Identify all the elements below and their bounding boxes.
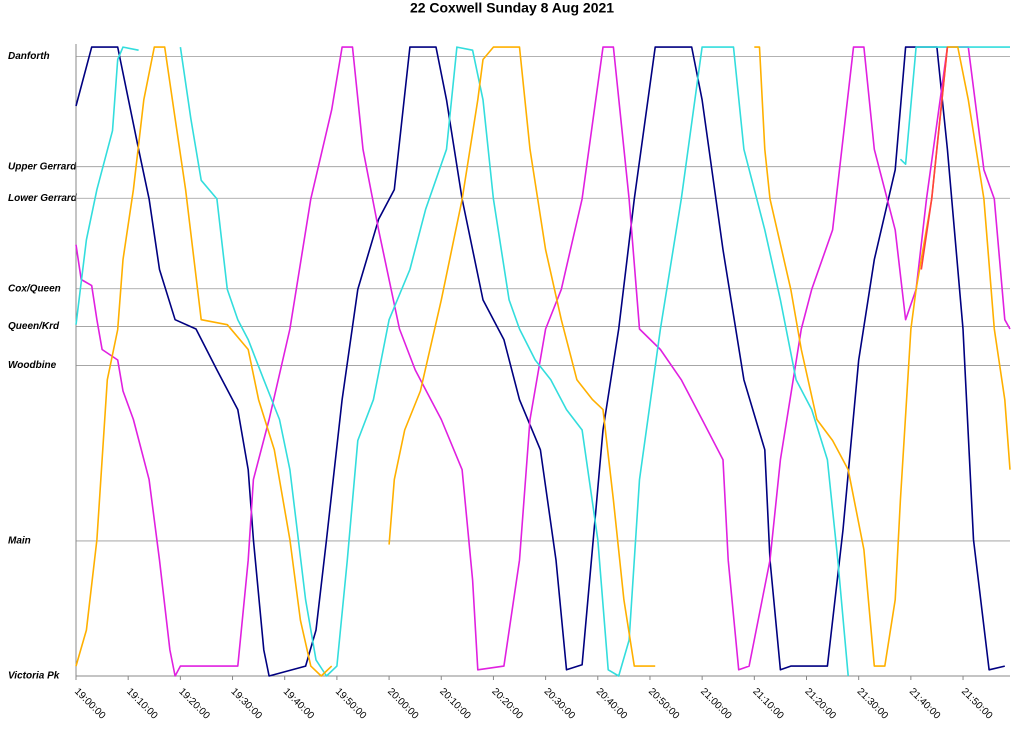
x-tick-label: 20:20:00 <box>489 686 525 722</box>
series-line <box>75 46 1011 677</box>
x-tick-label: 21:00:00 <box>698 686 734 722</box>
x-tick-label: 19:00:00 <box>72 686 108 722</box>
y-tick-label: Queen/Krd <box>8 321 60 332</box>
x-tick-label: 19:40:00 <box>281 686 317 722</box>
x-tick-label: 19:10:00 <box>124 686 160 722</box>
y-tick-label: Woodbine <box>8 360 57 371</box>
y-tick-label: Cox/Queen <box>8 283 61 294</box>
x-tick-label: 21:50:00 <box>959 686 995 722</box>
y-tick-label: Lower Gerrard <box>8 193 78 204</box>
y-tick-label: Main <box>8 536 31 547</box>
x-tick-label: 20:10:00 <box>437 686 473 722</box>
x-tick-label: 19:30:00 <box>229 686 265 722</box>
y-tick-label: Victoria Pk <box>8 671 60 682</box>
x-tick-label: 21:20:00 <box>803 686 839 722</box>
x-tick-label: 21:40:00 <box>907 686 943 722</box>
x-tick-label: 21:30:00 <box>855 686 891 722</box>
x-tick-label: 19:50:00 <box>333 686 369 722</box>
x-tick-label: 21:10:00 <box>750 686 786 722</box>
x-tick-label: 20:00:00 <box>385 686 421 722</box>
x-tick-label: 20:40:00 <box>594 686 630 722</box>
x-tick-label: 20:50:00 <box>646 686 682 722</box>
x-tick-label: 19:20:00 <box>176 686 212 722</box>
series-line <box>75 46 1011 677</box>
series-line <box>920 47 949 270</box>
y-tick-label: Upper Gerrard <box>8 161 77 172</box>
series-line <box>75 46 1010 677</box>
y-tick-label: Danforth <box>8 51 50 62</box>
chart-title: 22 Coxwell Sunday 8 Aug 2021 <box>410 0 614 16</box>
x-tick-label: 20:30:00 <box>542 686 578 722</box>
